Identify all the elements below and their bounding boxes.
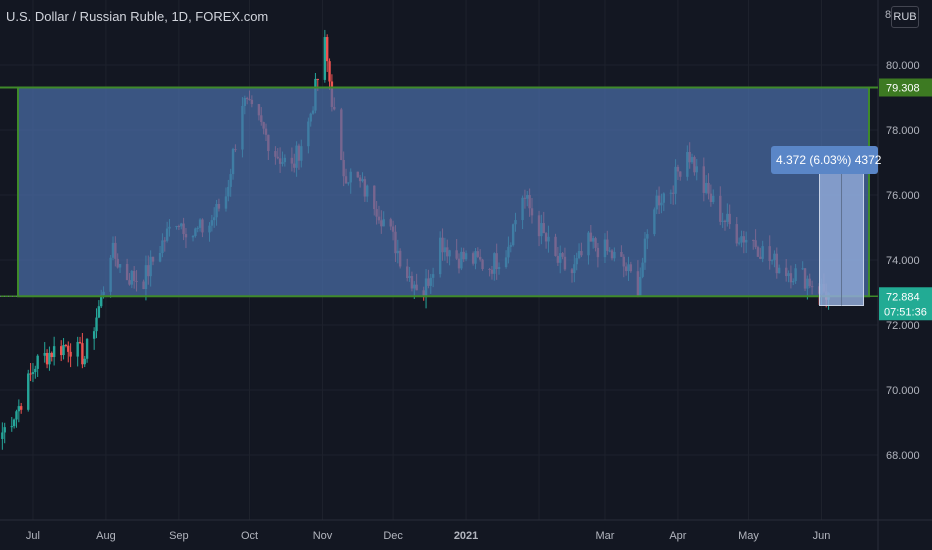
- y-axis-tick-label: 76.000: [886, 190, 920, 202]
- y-axis-tick-label: 72.000: [886, 320, 920, 332]
- candle-body: [45, 352, 49, 365]
- candle-body: [325, 37, 329, 62]
- rect-top-price-label: 79.308: [886, 82, 920, 94]
- candle-body: [83, 358, 86, 365]
- candle-body: [60, 346, 63, 356]
- candle-body: [12, 419, 16, 427]
- candle-body: [100, 295, 103, 307]
- y-axis-tick-label: 78.000: [886, 125, 920, 137]
- candle-body: [10, 426, 13, 428]
- candle-body: [316, 78, 319, 80]
- x-axis-tick-label: Dec: [383, 530, 403, 542]
- candle-body: [15, 411, 18, 420]
- candle-body: [27, 373, 30, 410]
- x-axis-tick-label: Oct: [241, 530, 258, 542]
- rect-top-price-tag: [879, 78, 932, 97]
- candle-body: [19, 406, 23, 410]
- x-axis-tick-label: Aug: [96, 530, 116, 542]
- candle-body: [34, 368, 37, 373]
- candle-body: [62, 344, 65, 356]
- candle-body: [3, 427, 6, 433]
- x-axis-tick-label: Jul: [26, 530, 40, 542]
- candle-body: [29, 373, 32, 375]
- chart-title: U.S. Dollar / Russian Ruble, 1D, FOREX.c…: [6, 9, 269, 24]
- measure-label: 4.372 (6.03%) 4372: [776, 153, 882, 167]
- candle-body: [67, 345, 70, 352]
- x-axis-tick-label: Sep: [169, 530, 189, 542]
- candle-body: [52, 346, 56, 358]
- x-axis-tick-label: Nov: [313, 530, 333, 542]
- current-price-label: 72.884: [886, 291, 920, 303]
- x-axis-tick-label: 2021: [454, 530, 478, 542]
- candle-body: [97, 306, 101, 318]
- candle-body: [328, 61, 331, 82]
- x-axis-tick-label: Jun: [813, 530, 831, 542]
- y-axis-tick-label: 80.000: [886, 60, 920, 72]
- candle-body: [17, 406, 21, 412]
- y-axis-tick-label: 70.000: [886, 385, 920, 397]
- measure-label-bg: [771, 146, 878, 174]
- x-axis-tick-label: Apr: [669, 530, 686, 542]
- x-axis-tick-label: May: [738, 530, 759, 542]
- candle-body: [85, 338, 89, 359]
- candle-body: [48, 352, 51, 365]
- candle-body: [95, 317, 98, 332]
- candle-body: [1, 432, 4, 439]
- x-axis-tick-label: Mar: [595, 530, 614, 542]
- candle-body: [43, 352, 46, 356]
- countdown-label: 07:51:36: [884, 306, 927, 318]
- candle-body: [76, 341, 79, 357]
- candle-body: [81, 343, 84, 365]
- candle-body: [36, 355, 39, 369]
- candle-body: [31, 372, 35, 375]
- candle-body: [78, 341, 82, 344]
- range-rectangle[interactable]: [17, 86, 870, 298]
- y-axis-tick-label: 74.000: [886, 255, 920, 267]
- candle-body: [323, 37, 327, 80]
- y-axis-tick-label: 68.000: [886, 450, 920, 462]
- candle-body: [92, 331, 96, 339]
- current-price-tag: [879, 287, 932, 321]
- candle-body: [69, 351, 72, 357]
- candle-body: [64, 344, 68, 346]
- candle-body: [50, 352, 53, 358]
- currency-button[interactable]: RUB: [891, 6, 919, 28]
